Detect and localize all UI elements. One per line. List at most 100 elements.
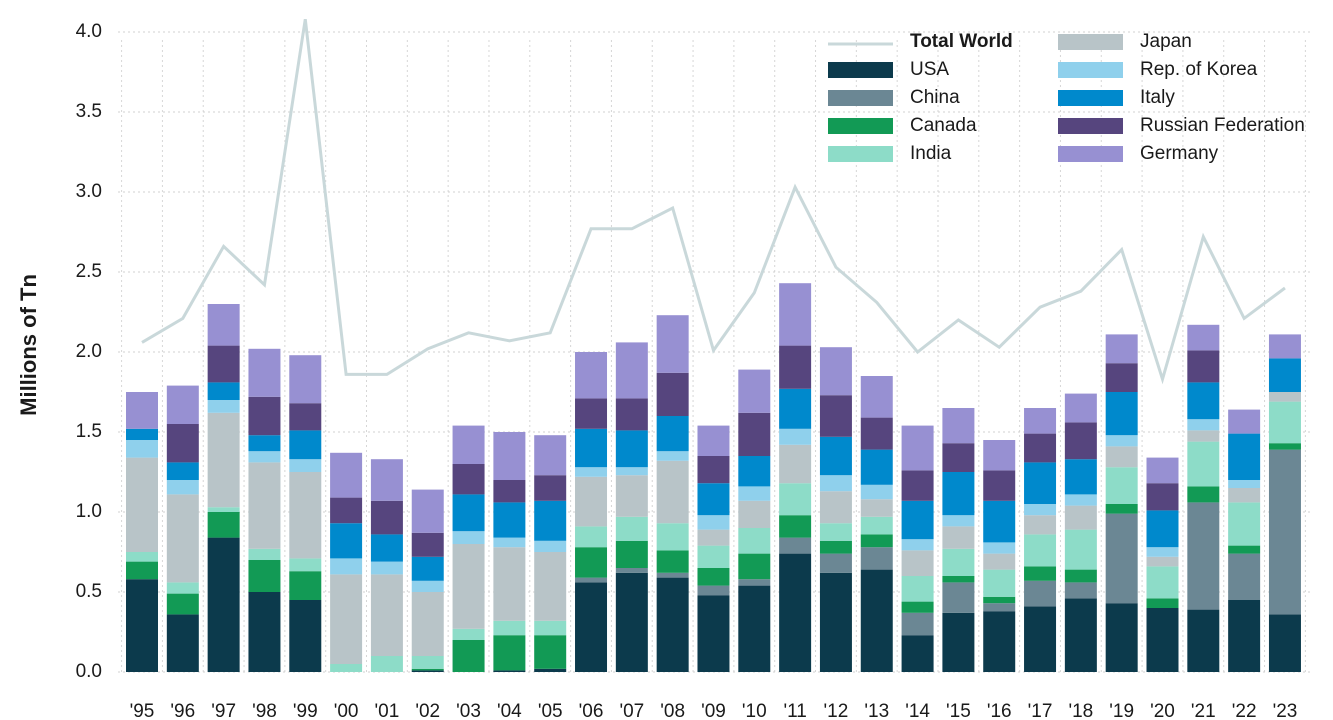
bar-segment <box>452 628 485 640</box>
bar-segment <box>860 569 893 672</box>
bar-segment <box>452 544 485 629</box>
bar-segment <box>1146 566 1179 599</box>
bar-segment <box>860 516 893 535</box>
bar-segment <box>983 470 1016 501</box>
bar-segment <box>207 507 240 512</box>
bar-segment <box>289 403 322 431</box>
bar-segment <box>779 515 812 538</box>
bar-segment <box>1146 556 1179 567</box>
bar-segment <box>697 529 730 546</box>
bar-segment <box>697 545 730 568</box>
bar-segment <box>411 656 444 669</box>
bar-segment <box>493 537 526 548</box>
bar-segment <box>1268 614 1301 672</box>
x-tick-label: '06 <box>579 701 604 720</box>
bar-segment <box>330 497 363 524</box>
legend-label: Total World <box>910 31 1013 52</box>
legend-swatch <box>1058 146 1123 162</box>
bar-segment <box>615 342 648 399</box>
bar-segment <box>1146 547 1179 557</box>
bar-segment <box>983 569 1016 597</box>
bar-segment <box>819 540 852 554</box>
bar-segment <box>370 656 403 672</box>
bar-segment <box>819 395 852 437</box>
bar-segment <box>330 664 363 672</box>
bar-segment <box>575 476 608 527</box>
bar-segment <box>779 483 812 516</box>
bar-segment <box>1064 505 1097 530</box>
bar-segment <box>942 408 975 444</box>
bar-segment <box>942 472 975 516</box>
x-tick-label: '11 <box>783 701 806 720</box>
x-tick-label: '17 <box>1028 701 1053 720</box>
bar-segment <box>656 315 689 373</box>
bar-segment <box>656 550 689 573</box>
y-tick-label: 2.5 <box>76 261 102 282</box>
legend-swatch <box>1058 118 1123 134</box>
legend-swatch <box>1058 90 1123 106</box>
bar-segment <box>1064 459 1097 495</box>
bar-segment <box>534 500 567 541</box>
bar-segment <box>1024 504 1057 516</box>
x-tick-label: '12 <box>824 701 849 720</box>
bar-segment <box>779 553 812 672</box>
legend-swatch <box>828 90 893 106</box>
bar-segment <box>1228 480 1261 488</box>
bar-segment <box>452 640 485 672</box>
bar-segment <box>370 459 403 501</box>
bar-segment <box>411 532 444 557</box>
bar-segment <box>1228 433 1261 480</box>
bar-segment <box>656 577 689 672</box>
bar-segment <box>901 500 934 540</box>
bar-segment <box>656 416 689 452</box>
bar-segment <box>1187 324 1220 351</box>
bar-segment <box>942 582 975 613</box>
y-tick-label: 0.5 <box>76 581 102 602</box>
bar-segment <box>983 500 1016 543</box>
legend-label: Japan <box>1140 31 1192 52</box>
bar-segment <box>1268 358 1301 392</box>
bar-segment <box>860 417 893 450</box>
bar-segment <box>860 499 893 517</box>
bar-segment <box>575 467 608 477</box>
bar-segment <box>1187 419 1220 431</box>
bar-segment <box>166 494 199 583</box>
x-tick-label: '23 <box>1273 701 1298 720</box>
bar-segment <box>370 561 403 575</box>
bar-segment <box>942 515 975 527</box>
legend-label: Germany <box>1140 143 1219 164</box>
bar-segment <box>860 547 893 570</box>
bar-segment <box>534 620 567 636</box>
legend-swatch <box>1058 62 1123 78</box>
bar-segment <box>779 388 812 429</box>
bar-segment <box>942 526 975 549</box>
bar-segment <box>738 456 771 487</box>
bar-segment <box>738 486 771 501</box>
bar-segment <box>779 428 812 445</box>
bar-segment <box>656 572 689 578</box>
bar-segment <box>534 475 567 501</box>
bar-segment <box>942 576 975 583</box>
bar-segment <box>1105 504 1138 514</box>
bar-segment <box>1228 502 1261 546</box>
bar-segment <box>207 382 240 400</box>
bar-segment <box>166 424 199 463</box>
bar-segment <box>819 491 852 524</box>
bar-segment <box>860 449 893 485</box>
bar-segment <box>1268 334 1301 359</box>
legend-label: Canada <box>910 115 977 136</box>
bar-segment <box>411 592 444 656</box>
bar-segment <box>615 430 648 468</box>
bar-segment <box>656 372 689 416</box>
bar-segment <box>289 355 322 404</box>
bar-segment <box>370 534 403 562</box>
bar-segment <box>819 553 852 573</box>
bar-segment <box>493 670 526 672</box>
bar-segment <box>493 635 526 671</box>
bar-segment <box>1024 534 1057 567</box>
bar-segment <box>1105 513 1138 604</box>
bar-segment <box>697 515 730 530</box>
bar-segment <box>942 443 975 472</box>
bar-segment <box>1146 457 1179 484</box>
bar-segment <box>697 595 730 672</box>
